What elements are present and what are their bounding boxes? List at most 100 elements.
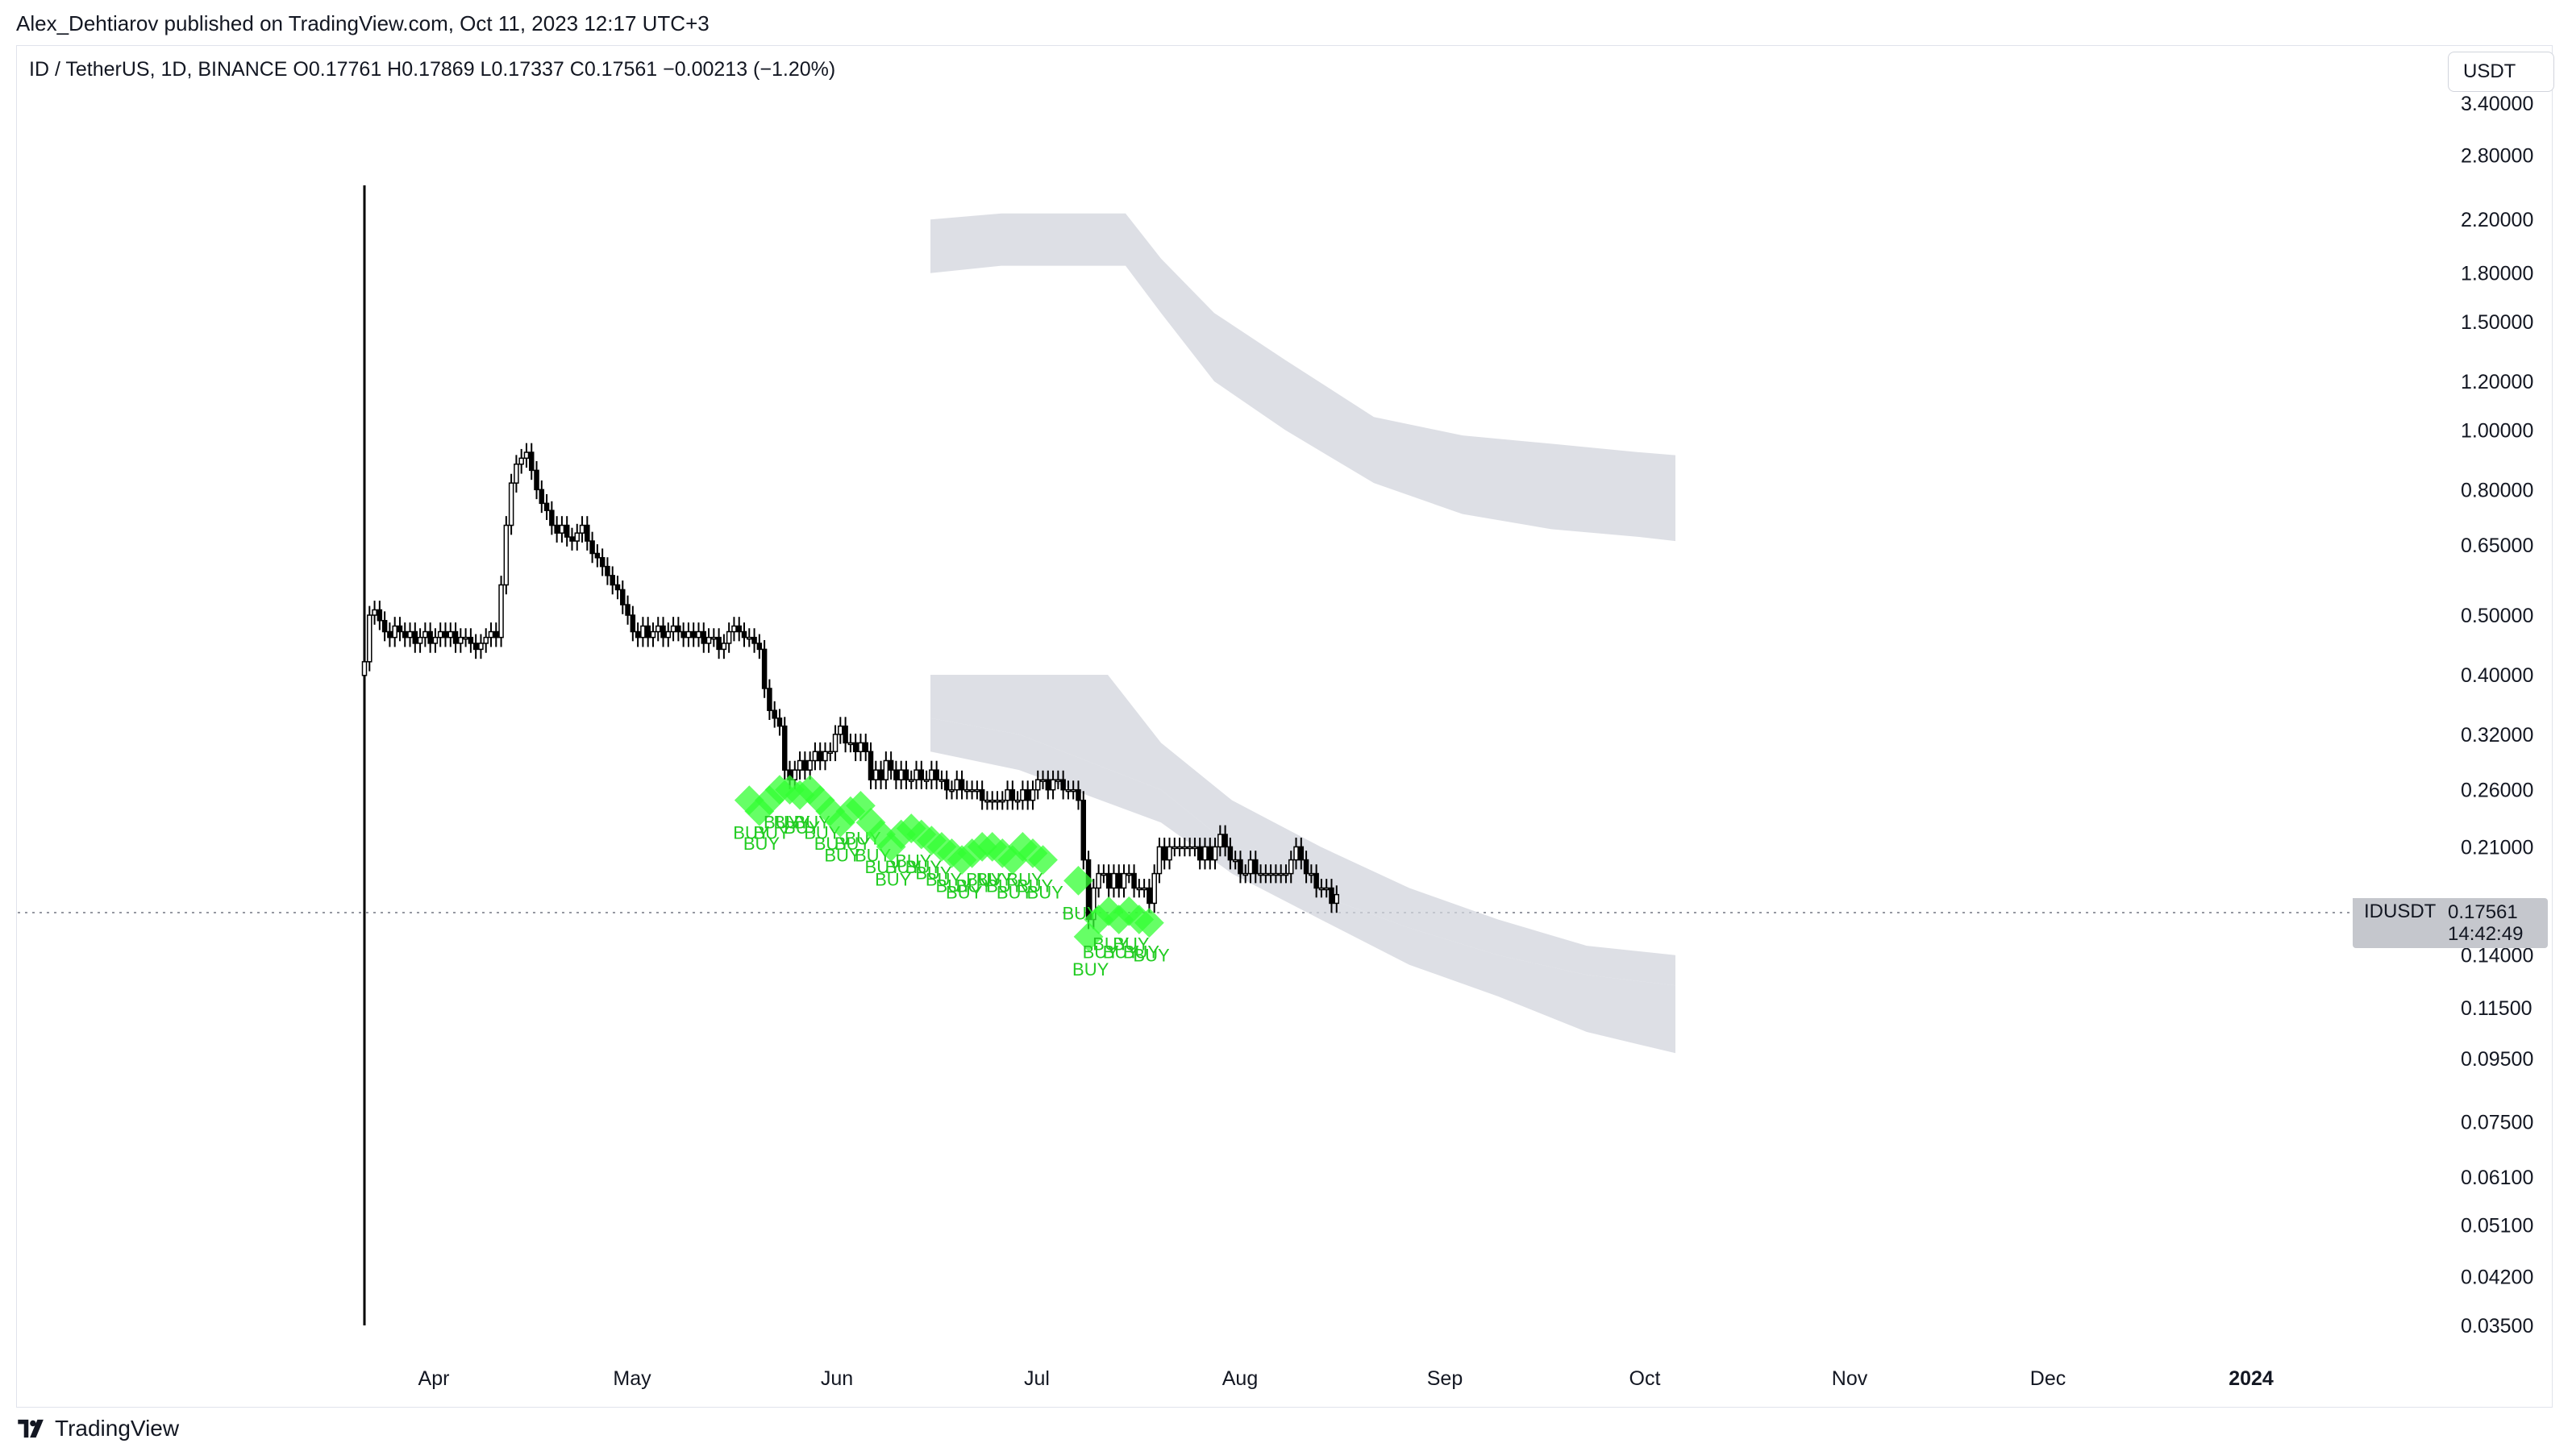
symbol-legend: ID / TetherUS, 1D, BINANCE O0.17761 H0.1… <box>29 58 836 81</box>
candle-body <box>1161 846 1167 861</box>
candle-body <box>843 725 848 744</box>
candle-body <box>472 643 479 651</box>
buy-label: BUY <box>1092 934 1130 954</box>
y-tick-label: 0.11500 <box>2461 997 2532 1020</box>
candle-body <box>488 630 494 639</box>
candle-body <box>1232 859 1238 863</box>
candle-body <box>1136 887 1142 891</box>
candle-body <box>954 779 960 791</box>
candle-body <box>503 524 510 586</box>
price-axis: 3.40000 2.80000 2.20000 1.80000 1.50000 1.200… <box>2461 93 2533 1337</box>
candle-body <box>1202 846 1208 861</box>
candle-body <box>620 589 626 605</box>
candle-body <box>412 630 418 644</box>
candle-body <box>863 742 868 753</box>
candle-body <box>1242 872 1248 876</box>
currency-button[interactable]: USDT <box>2448 52 2554 92</box>
candle-body <box>1034 779 1041 791</box>
buy-label: BUY <box>905 857 943 877</box>
candle-body <box>838 725 843 735</box>
candle-body <box>427 630 433 644</box>
candle-body <box>655 625 661 633</box>
y-tick-label: 0.21000 <box>2461 836 2533 859</box>
candle-body <box>776 718 783 727</box>
candle-body <box>458 636 464 644</box>
countdown-value: 14:42:49 <box>2448 923 2524 945</box>
candle-body <box>802 759 808 771</box>
candle-body <box>923 779 930 782</box>
candle-body <box>1293 846 1299 861</box>
candle-body <box>984 799 990 803</box>
candle-body <box>381 619 388 633</box>
candle-body <box>1040 779 1046 782</box>
tradingview-logo[interactable]: TradingView <box>16 1416 179 1441</box>
candle-body <box>772 709 777 719</box>
lower-band-upper-half <box>930 674 1675 986</box>
candle-body <box>387 630 393 639</box>
y-tick-label: 0.06100 <box>2461 1167 2533 1189</box>
buy-label: BUY <box>1017 876 1054 896</box>
buy-label: BUY <box>966 869 1003 889</box>
candle-body <box>508 482 514 526</box>
candle-body <box>650 630 656 639</box>
candle-body <box>756 643 763 651</box>
candle-body <box>569 536 575 542</box>
buy-label: BUY <box>764 813 801 833</box>
buy-label: BUY <box>976 869 1013 889</box>
candle-body <box>827 751 834 755</box>
candle-body <box>858 742 864 753</box>
y-tick-label: 1.20000 <box>2461 371 2533 393</box>
candle-body <box>483 636 489 644</box>
candle-body <box>447 630 454 639</box>
y-tick-label: 1.80000 <box>2461 263 2533 285</box>
candle-body <box>974 788 980 792</box>
candle-body <box>1045 779 1051 791</box>
candle-body <box>432 636 439 644</box>
candle-body <box>478 643 484 651</box>
candle-body <box>1126 872 1132 876</box>
candle-body <box>1000 799 1005 803</box>
candle-body <box>614 584 621 591</box>
candle-body <box>711 636 717 640</box>
brand-name: TradingView <box>55 1416 180 1441</box>
candle-body <box>1172 846 1178 850</box>
candle-body <box>1116 872 1122 889</box>
candle-body <box>635 630 641 639</box>
candle-body <box>463 636 468 640</box>
candle-body <box>817 751 823 762</box>
candle-body <box>660 625 666 639</box>
candle-body <box>594 552 601 559</box>
candle-body <box>701 630 707 644</box>
candle-body <box>397 625 403 633</box>
y-tick-label: 0.40000 <box>2461 664 2533 687</box>
buy-label: BUY <box>1006 869 1043 889</box>
candle-body <box>994 799 1001 803</box>
x-tick-label: Jul <box>1024 1367 1050 1390</box>
y-tick-label: 2.20000 <box>2461 209 2533 231</box>
x-tick-label: Jun <box>821 1367 853 1390</box>
candle-body <box>599 557 606 568</box>
y-tick-label: 0.09500 <box>2461 1048 2533 1071</box>
candle-body <box>1329 887 1334 905</box>
candle-body <box>929 769 934 780</box>
candle-body <box>1258 872 1263 876</box>
candle-body <box>1309 872 1314 876</box>
buy-label: BUY <box>824 845 861 865</box>
buy-label: BUY <box>915 863 952 884</box>
candle-body <box>437 630 443 639</box>
candle-body <box>539 489 545 505</box>
candle-body <box>873 769 879 780</box>
candle-body <box>402 630 408 639</box>
candle-body <box>943 779 950 791</box>
last-price-value: 0.17561 <box>2448 901 2518 923</box>
candle-body <box>918 769 925 780</box>
buy-label: BUY <box>743 834 780 854</box>
candle-body <box>1055 779 1061 782</box>
chart-frame <box>16 45 2553 1408</box>
candle-body <box>751 636 757 644</box>
buy-marker-icon <box>1063 866 1093 896</box>
candle-body <box>726 630 732 644</box>
x-tick-label: 2024 <box>2229 1367 2274 1390</box>
x-tick-label: Nov <box>1832 1367 1868 1390</box>
